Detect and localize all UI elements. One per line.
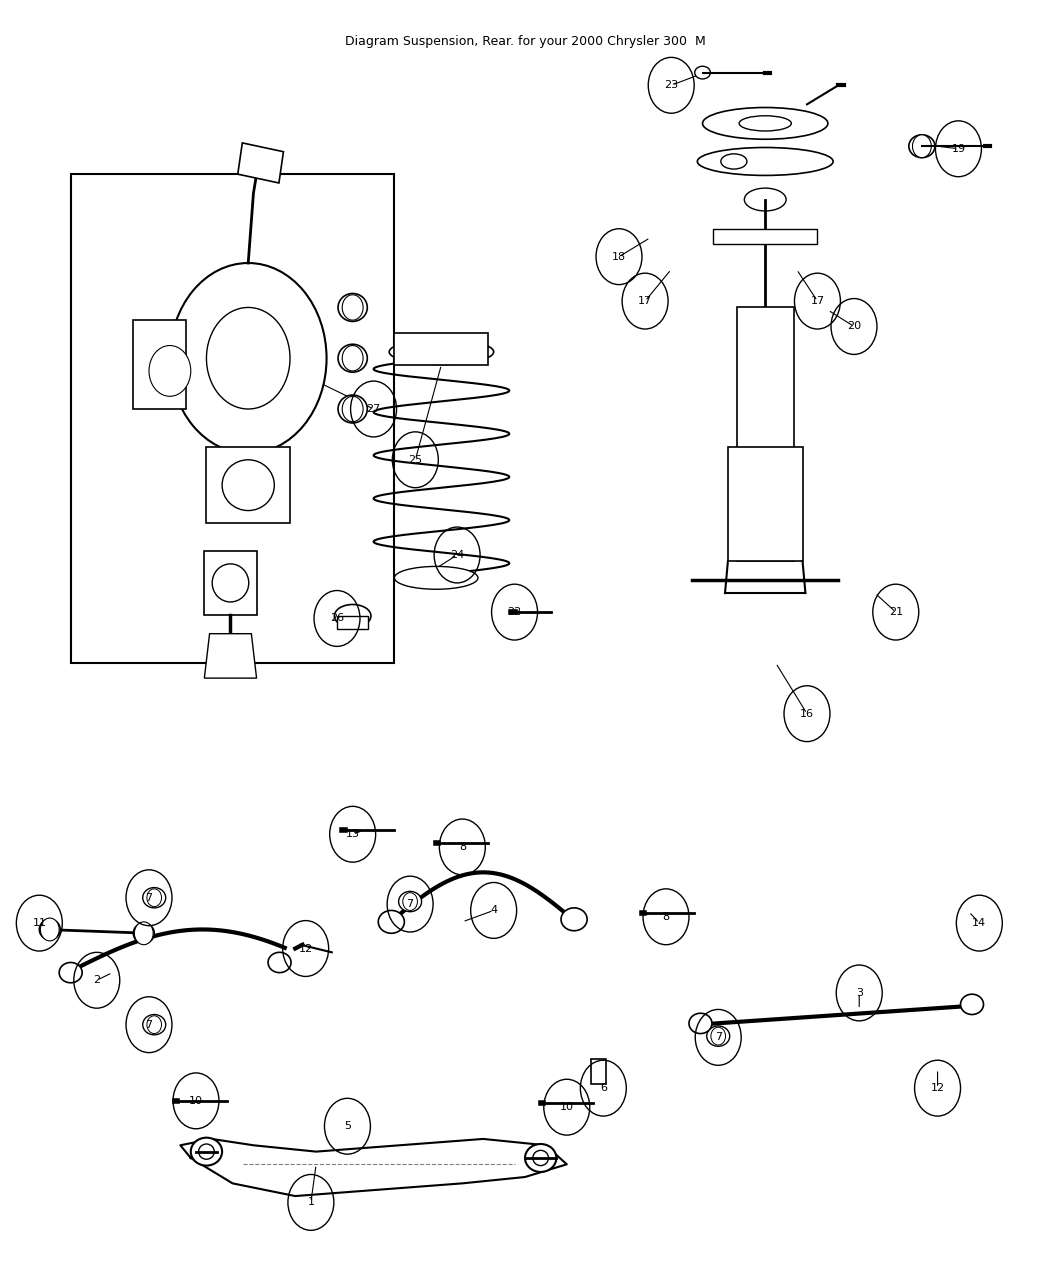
Circle shape [134, 922, 153, 945]
Ellipse shape [721, 154, 747, 170]
Bar [337, 616, 369, 629]
Text: 7: 7 [715, 1033, 721, 1043]
Text: 22: 22 [507, 607, 522, 617]
Ellipse shape [198, 1144, 214, 1159]
Ellipse shape [338, 344, 368, 372]
Text: 3: 3 [856, 988, 863, 998]
Circle shape [40, 918, 59, 941]
Text: 2: 2 [93, 975, 101, 986]
Ellipse shape [334, 604, 371, 627]
Ellipse shape [212, 564, 249, 602]
Ellipse shape [143, 1015, 166, 1035]
Ellipse shape [390, 339, 494, 365]
Bar [70, 175, 395, 663]
Ellipse shape [220, 643, 240, 663]
Ellipse shape [133, 923, 154, 944]
Ellipse shape [561, 908, 587, 931]
Text: 26: 26 [330, 613, 344, 623]
Ellipse shape [961, 994, 984, 1015]
Text: 1: 1 [308, 1197, 314, 1207]
Text: 5: 5 [344, 1121, 351, 1131]
Text: 13: 13 [345, 829, 360, 839]
Text: 21: 21 [888, 607, 903, 617]
Text: 7: 7 [146, 892, 152, 903]
Ellipse shape [59, 963, 82, 983]
Ellipse shape [338, 395, 368, 423]
Ellipse shape [697, 148, 833, 176]
Ellipse shape [191, 1137, 223, 1165]
Circle shape [207, 307, 290, 409]
Ellipse shape [702, 107, 827, 139]
Text: 18: 18 [612, 251, 626, 261]
Bar [728, 448, 802, 561]
Circle shape [342, 397, 363, 422]
Circle shape [342, 295, 363, 320]
Bar [237, 143, 284, 184]
Polygon shape [205, 634, 256, 678]
Bar [133, 320, 186, 409]
Text: 27: 27 [366, 404, 381, 414]
Ellipse shape [744, 189, 786, 210]
Text: 8: 8 [459, 842, 466, 852]
Text: 16: 16 [800, 709, 814, 719]
Text: 4: 4 [490, 905, 498, 915]
Text: 23: 23 [665, 80, 678, 91]
Ellipse shape [338, 293, 368, 321]
Circle shape [912, 135, 931, 158]
Ellipse shape [223, 460, 274, 510]
Ellipse shape [707, 1026, 730, 1047]
Bar [205, 551, 256, 615]
Ellipse shape [532, 1150, 548, 1165]
Text: 11: 11 [33, 918, 46, 928]
Text: Diagram Suspension, Rear. for your 2000 Chrysler 300  M: Diagram Suspension, Rear. for your 2000 … [344, 34, 706, 47]
Text: 20: 20 [847, 321, 861, 332]
Bar [207, 448, 290, 523]
Ellipse shape [39, 919, 60, 940]
Ellipse shape [268, 952, 291, 973]
Ellipse shape [399, 891, 422, 912]
Ellipse shape [378, 910, 404, 933]
Text: 12: 12 [930, 1084, 945, 1093]
Bar [736, 307, 794, 561]
Ellipse shape [695, 66, 711, 79]
Bar [395, 333, 488, 365]
Circle shape [147, 889, 162, 907]
Circle shape [149, 346, 191, 397]
Ellipse shape [143, 887, 166, 908]
Ellipse shape [395, 566, 478, 589]
Bar [713, 228, 818, 244]
Text: 10: 10 [560, 1102, 573, 1112]
Circle shape [403, 892, 418, 910]
Ellipse shape [909, 135, 934, 158]
Text: 19: 19 [951, 144, 966, 154]
Text: 25: 25 [408, 455, 422, 465]
Circle shape [147, 1016, 162, 1034]
Bar [591, 1060, 607, 1084]
Ellipse shape [525, 1144, 556, 1172]
Ellipse shape [739, 116, 792, 131]
Circle shape [711, 1028, 726, 1046]
Text: 7: 7 [146, 1020, 152, 1030]
Circle shape [342, 346, 363, 371]
Text: 8: 8 [663, 912, 670, 922]
Text: 10: 10 [189, 1095, 203, 1105]
Ellipse shape [689, 1014, 712, 1034]
Circle shape [170, 263, 327, 454]
Text: 7: 7 [406, 899, 414, 909]
Text: 6: 6 [600, 1084, 607, 1093]
Text: 17: 17 [638, 296, 652, 306]
Text: 12: 12 [298, 944, 313, 954]
Text: 14: 14 [972, 918, 986, 928]
Text: 24: 24 [450, 550, 464, 560]
Text: 17: 17 [811, 296, 824, 306]
